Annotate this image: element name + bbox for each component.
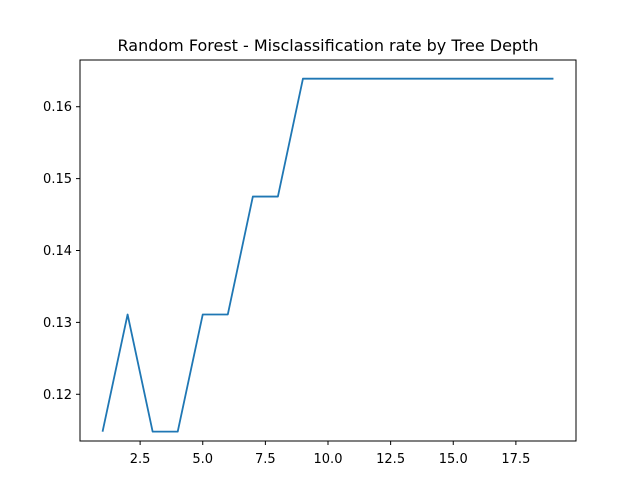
y-tick-label: 0.14 (43, 244, 72, 259)
axes-frame (79, 59, 577, 442)
x-tick-label: 17.5 (501, 452, 530, 467)
y-tick-label: 0.13 (43, 316, 72, 331)
x-tick-label: 15.0 (439, 452, 468, 467)
y-tick-label: 0.12 (43, 388, 72, 403)
y-tick-label: 0.16 (43, 100, 72, 115)
x-tick-label: 7.5 (255, 452, 276, 467)
chart-title: Random Forest - Misclassification rate b… (118, 36, 539, 55)
plot-area: 2.5 5.0 7.5 10.0 12.5 15.0 17.5 0.12 0.13 0.14 0.1… (43, 59, 577, 467)
x-tick-label: 12.5 (376, 452, 405, 467)
y-tick-label: 0.15 (43, 172, 72, 187)
x-tick-label: 5.0 (192, 452, 213, 467)
x-tick-label: 10.0 (314, 452, 343, 467)
series-line-1 (101, 77, 554, 433)
x-tick-label: 2.5 (130, 452, 151, 467)
